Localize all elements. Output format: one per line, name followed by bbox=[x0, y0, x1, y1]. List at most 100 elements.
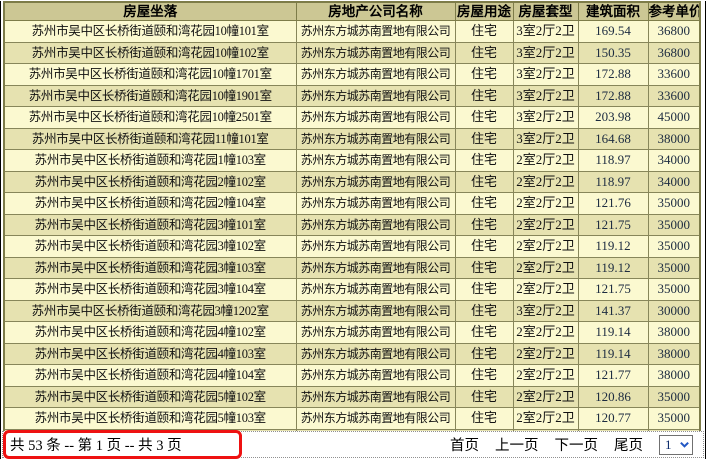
cell-area: 172.88 bbox=[577, 63, 649, 86]
next-page-link[interactable]: 下一页 bbox=[554, 438, 599, 454]
cell-price: 35000 bbox=[647, 192, 701, 215]
cell-address: 苏州市吴中区长桥街道颐和湾花园11幢101室 bbox=[3, 127, 297, 150]
cell-company: 苏州东方城苏南置地有限公司 bbox=[295, 385, 456, 408]
cell-usage: 住宅 bbox=[454, 342, 514, 365]
cell-area: 119.12 bbox=[577, 256, 649, 279]
cell-layout: 2室2厅2卫 bbox=[512, 342, 579, 365]
column-header-address: 房屋坐落 bbox=[3, 1, 297, 21]
table-row: 苏州市吴中区长桥街道颐和湾花园2幢104室 苏州东方城苏南置地有限公司 住宅 2… bbox=[3, 192, 701, 215]
cell-price: 38000 bbox=[647, 342, 701, 365]
prev-page-link[interactable]: 上一页 bbox=[495, 438, 539, 454]
cell-company: 苏州东方城苏南置地有限公司 bbox=[295, 84, 456, 107]
cell-company: 苏州东方城苏南置地有限公司 bbox=[295, 63, 456, 86]
cell-area: 120.86 bbox=[577, 385, 649, 408]
cell-company: 苏州东方城苏南置地有限公司 bbox=[295, 342, 456, 365]
table-row: 苏州市吴中区长桥街道颐和湾花园3幢1202室 苏州东方城苏南置地有限公司 住宅 … bbox=[3, 299, 701, 322]
cell-company: 苏州东方城苏南置地有限公司 bbox=[295, 41, 456, 64]
cell-usage: 住宅 bbox=[454, 364, 514, 387]
cell-price: 30000 bbox=[647, 299, 701, 322]
cell-address: 苏州市吴中区长桥街道颐和湾花园3幢102室 bbox=[3, 235, 297, 258]
cell-area: 169.54 bbox=[577, 20, 649, 43]
last-page-link[interactable]: 尾页 bbox=[614, 438, 643, 454]
cell-company: 苏州东方城苏南置地有限公司 bbox=[295, 127, 456, 150]
cell-layout: 2室2厅2卫 bbox=[512, 407, 579, 430]
cell-area: 119.14 bbox=[577, 342, 649, 365]
cell-usage: 住宅 bbox=[454, 299, 514, 322]
cell-area: 141.37 bbox=[577, 299, 649, 322]
cell-price: 38000 bbox=[647, 364, 701, 387]
cell-usage: 住宅 bbox=[454, 127, 514, 150]
cell-price: 35000 bbox=[647, 278, 701, 301]
column-header-area: 建筑面积 bbox=[577, 1, 649, 21]
cell-address: 苏州市吴中区长桥街道颐和湾花园3幢104室 bbox=[3, 278, 297, 301]
cell-area: 120.77 bbox=[577, 407, 649, 430]
cell-usage: 住宅 bbox=[454, 278, 514, 301]
cell-area: 118.97 bbox=[577, 149, 649, 172]
cell-address: 苏州市吴中区长桥街道颐和湾花园4幢102室 bbox=[3, 321, 297, 344]
cell-price: 35000 bbox=[647, 256, 701, 279]
table-row: 苏州市吴中区长桥街道颐和湾花园3幢101室 苏州东方城苏南置地有限公司 住宅 2… bbox=[3, 213, 701, 236]
cell-layout: 3室2厅2卫 bbox=[512, 299, 579, 322]
table-row: 苏州市吴中区长桥街道颐和湾花园3幢102室 苏州东方城苏南置地有限公司 住宅 2… bbox=[3, 235, 701, 258]
cell-layout: 2室2厅2卫 bbox=[512, 213, 579, 236]
cell-area: 172.88 bbox=[577, 84, 649, 107]
cell-price: 35000 bbox=[647, 407, 701, 430]
cell-usage: 住宅 bbox=[454, 235, 514, 258]
cell-price: 36800 bbox=[647, 41, 701, 64]
column-header-usage: 房屋用途 bbox=[454, 1, 514, 21]
page-number-select[interactable]: 1 bbox=[659, 434, 693, 455]
cell-area: 118.97 bbox=[577, 170, 649, 193]
cell-layout: 2室2厅2卫 bbox=[512, 192, 579, 215]
table-row: 苏州市吴中区长桥街道颐和湾花园5幢103室 苏州东方城苏南置地有限公司 住宅 2… bbox=[3, 407, 701, 430]
table-header-row: 房屋坐落 房地产公司名称 房屋用途 房屋套型 建筑面积 参考单价 bbox=[3, 1, 701, 21]
cell-company: 苏州东方城苏南置地有限公司 bbox=[295, 364, 456, 387]
cell-address: 苏州市吴中区长桥街道颐和湾花园10幢101室 bbox=[3, 20, 297, 43]
cell-layout: 2室2厅2卫 bbox=[512, 364, 579, 387]
cell-company: 苏州东方城苏南置地有限公司 bbox=[295, 235, 456, 258]
column-header-company: 房地产公司名称 bbox=[295, 1, 456, 21]
page-number-value: 1 bbox=[665, 436, 672, 452]
first-page-link[interactable]: 首页 bbox=[450, 438, 479, 454]
table-row: 苏州市吴中区长桥街道颐和湾花园3幢103室 苏州东方城苏南置地有限公司 住宅 2… bbox=[3, 256, 701, 279]
column-header-layout: 房屋套型 bbox=[512, 1, 579, 21]
pagination-bar: 共 53 条 -- 第 1 页 -- 共 3 页 首页 上一页 下一页 尾页 1 bbox=[2, 430, 704, 459]
cell-address: 苏州市吴中区长桥街道颐和湾花园3幢103室 bbox=[3, 256, 297, 279]
table-row: 苏州市吴中区长桥街道颐和湾花园3幢104室 苏州东方城苏南置地有限公司 住宅 2… bbox=[3, 278, 701, 301]
cell-layout: 2室2厅2卫 bbox=[512, 278, 579, 301]
chevron-down-icon bbox=[679, 439, 690, 450]
table-row: 苏州市吴中区长桥街道颐和湾花园4幢103室 苏州东方城苏南置地有限公司 住宅 2… bbox=[3, 342, 701, 365]
cell-company: 苏州东方城苏南置地有限公司 bbox=[295, 256, 456, 279]
cell-address: 苏州市吴中区长桥街道颐和湾花园5幢102室 bbox=[3, 385, 297, 408]
cell-layout: 3室2厅2卫 bbox=[512, 20, 579, 43]
cell-area: 121.75 bbox=[577, 278, 649, 301]
cell-company: 苏州东方城苏南置地有限公司 bbox=[295, 213, 456, 236]
column-header-price: 参考单价 bbox=[647, 1, 701, 21]
cell-layout: 3室2厅2卫 bbox=[512, 63, 579, 86]
cell-usage: 住宅 bbox=[454, 256, 514, 279]
cell-address: 苏州市吴中区长桥街道颐和湾花园1幢103室 bbox=[3, 149, 297, 172]
cell-usage: 住宅 bbox=[454, 407, 514, 430]
cell-area: 121.77 bbox=[577, 364, 649, 387]
cell-company: 苏州东方城苏南置地有限公司 bbox=[295, 106, 456, 129]
cell-usage: 住宅 bbox=[454, 385, 514, 408]
cell-company: 苏州东方城苏南置地有限公司 bbox=[295, 407, 456, 430]
table-row: 苏州市吴中区长桥街道颐和湾花园10幢101室 苏州东方城苏南置地有限公司 住宅 … bbox=[3, 20, 701, 43]
cell-address: 苏州市吴中区长桥街道颐和湾花园4幢104室 bbox=[3, 364, 297, 387]
cell-price: 34000 bbox=[647, 170, 701, 193]
cell-company: 苏州东方城苏南置地有限公司 bbox=[295, 278, 456, 301]
cell-company: 苏州东方城苏南置地有限公司 bbox=[295, 149, 456, 172]
cell-company: 苏州东方城苏南置地有限公司 bbox=[295, 299, 456, 322]
cell-address: 苏州市吴中区长桥街道颐和湾花园10幢102室 bbox=[3, 41, 297, 64]
table-row: 苏州市吴中区长桥街道颐和湾花园4幢102室 苏州东方城苏南置地有限公司 住宅 2… bbox=[3, 321, 701, 344]
pagination-links: 首页 上一页 下一页 尾页 1 bbox=[450, 434, 693, 455]
cell-area: 121.75 bbox=[577, 213, 649, 236]
cell-price: 34000 bbox=[647, 149, 701, 172]
cell-price: 36800 bbox=[647, 20, 701, 43]
result-summary-annotation: 共 53 条 -- 第 1 页 -- 共 3 页 bbox=[3, 430, 242, 459]
cell-area: 150.35 bbox=[577, 41, 649, 64]
cell-layout: 2室2厅2卫 bbox=[512, 170, 579, 193]
cell-price: 35000 bbox=[647, 385, 701, 408]
cell-price: 38000 bbox=[647, 127, 701, 150]
cell-layout: 2室2厅2卫 bbox=[512, 235, 579, 258]
cell-usage: 住宅 bbox=[454, 192, 514, 215]
